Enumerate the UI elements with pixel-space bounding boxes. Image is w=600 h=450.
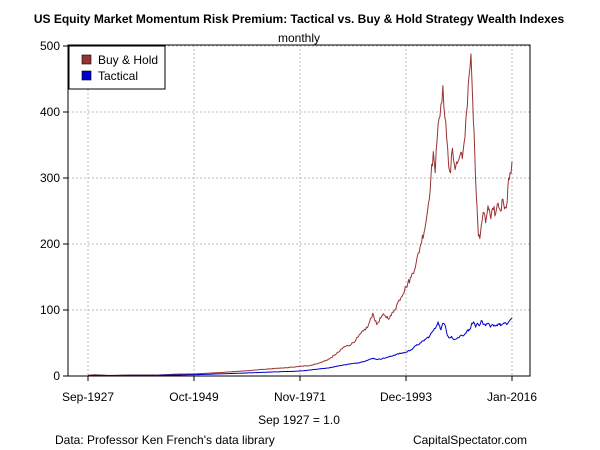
legend-label-buy-hold: Buy & Hold: [98, 53, 158, 67]
legend: Buy & Hold Tactical: [68, 45, 166, 90]
y-tick-label: 400: [40, 105, 60, 119]
legend-label-tactical: Tactical: [98, 69, 138, 83]
plot-area-frame: [67, 44, 531, 377]
y-tick-label: 100: [40, 303, 60, 317]
x-axis: Sep-1927 Oct-1949 Nov-1971 Dec-1993 Jan-2016: [62, 376, 537, 404]
footer-source: Data: Professor Ken French's data librar…: [55, 433, 275, 447]
chart-title: US Equity Market Momentum Risk Premium: …: [34, 12, 565, 26]
chart-subtitle: monthly: [278, 31, 320, 45]
footer-site: CapitalSpectator.com: [413, 433, 527, 447]
y-tick-label: 200: [40, 237, 60, 251]
x-tick-label: Nov-1971: [274, 390, 326, 404]
x-tick-label: Jan-2016: [487, 390, 537, 404]
y-axis: 0 100 200 300 400 500: [40, 39, 68, 383]
y-tick-label: 0: [53, 369, 60, 383]
legend-swatch-tactical: [81, 70, 92, 81]
x-tick-label: Oct-1949: [169, 390, 219, 404]
legend-box: [68, 45, 166, 90]
x-tick-label: Sep-1927: [62, 390, 114, 404]
x-axis-label: Sep 1927 = 1.0: [258, 413, 340, 427]
series-line-tactical: [88, 317, 513, 376]
x-tick-label: Dec-1993: [380, 390, 432, 404]
legend-swatch-buy-hold: [81, 54, 92, 65]
y-tick-label: 500: [40, 39, 60, 53]
y-tick-label: 300: [40, 171, 60, 185]
grid-lines: [68, 45, 530, 377]
series-lines: [87, 53, 513, 376]
